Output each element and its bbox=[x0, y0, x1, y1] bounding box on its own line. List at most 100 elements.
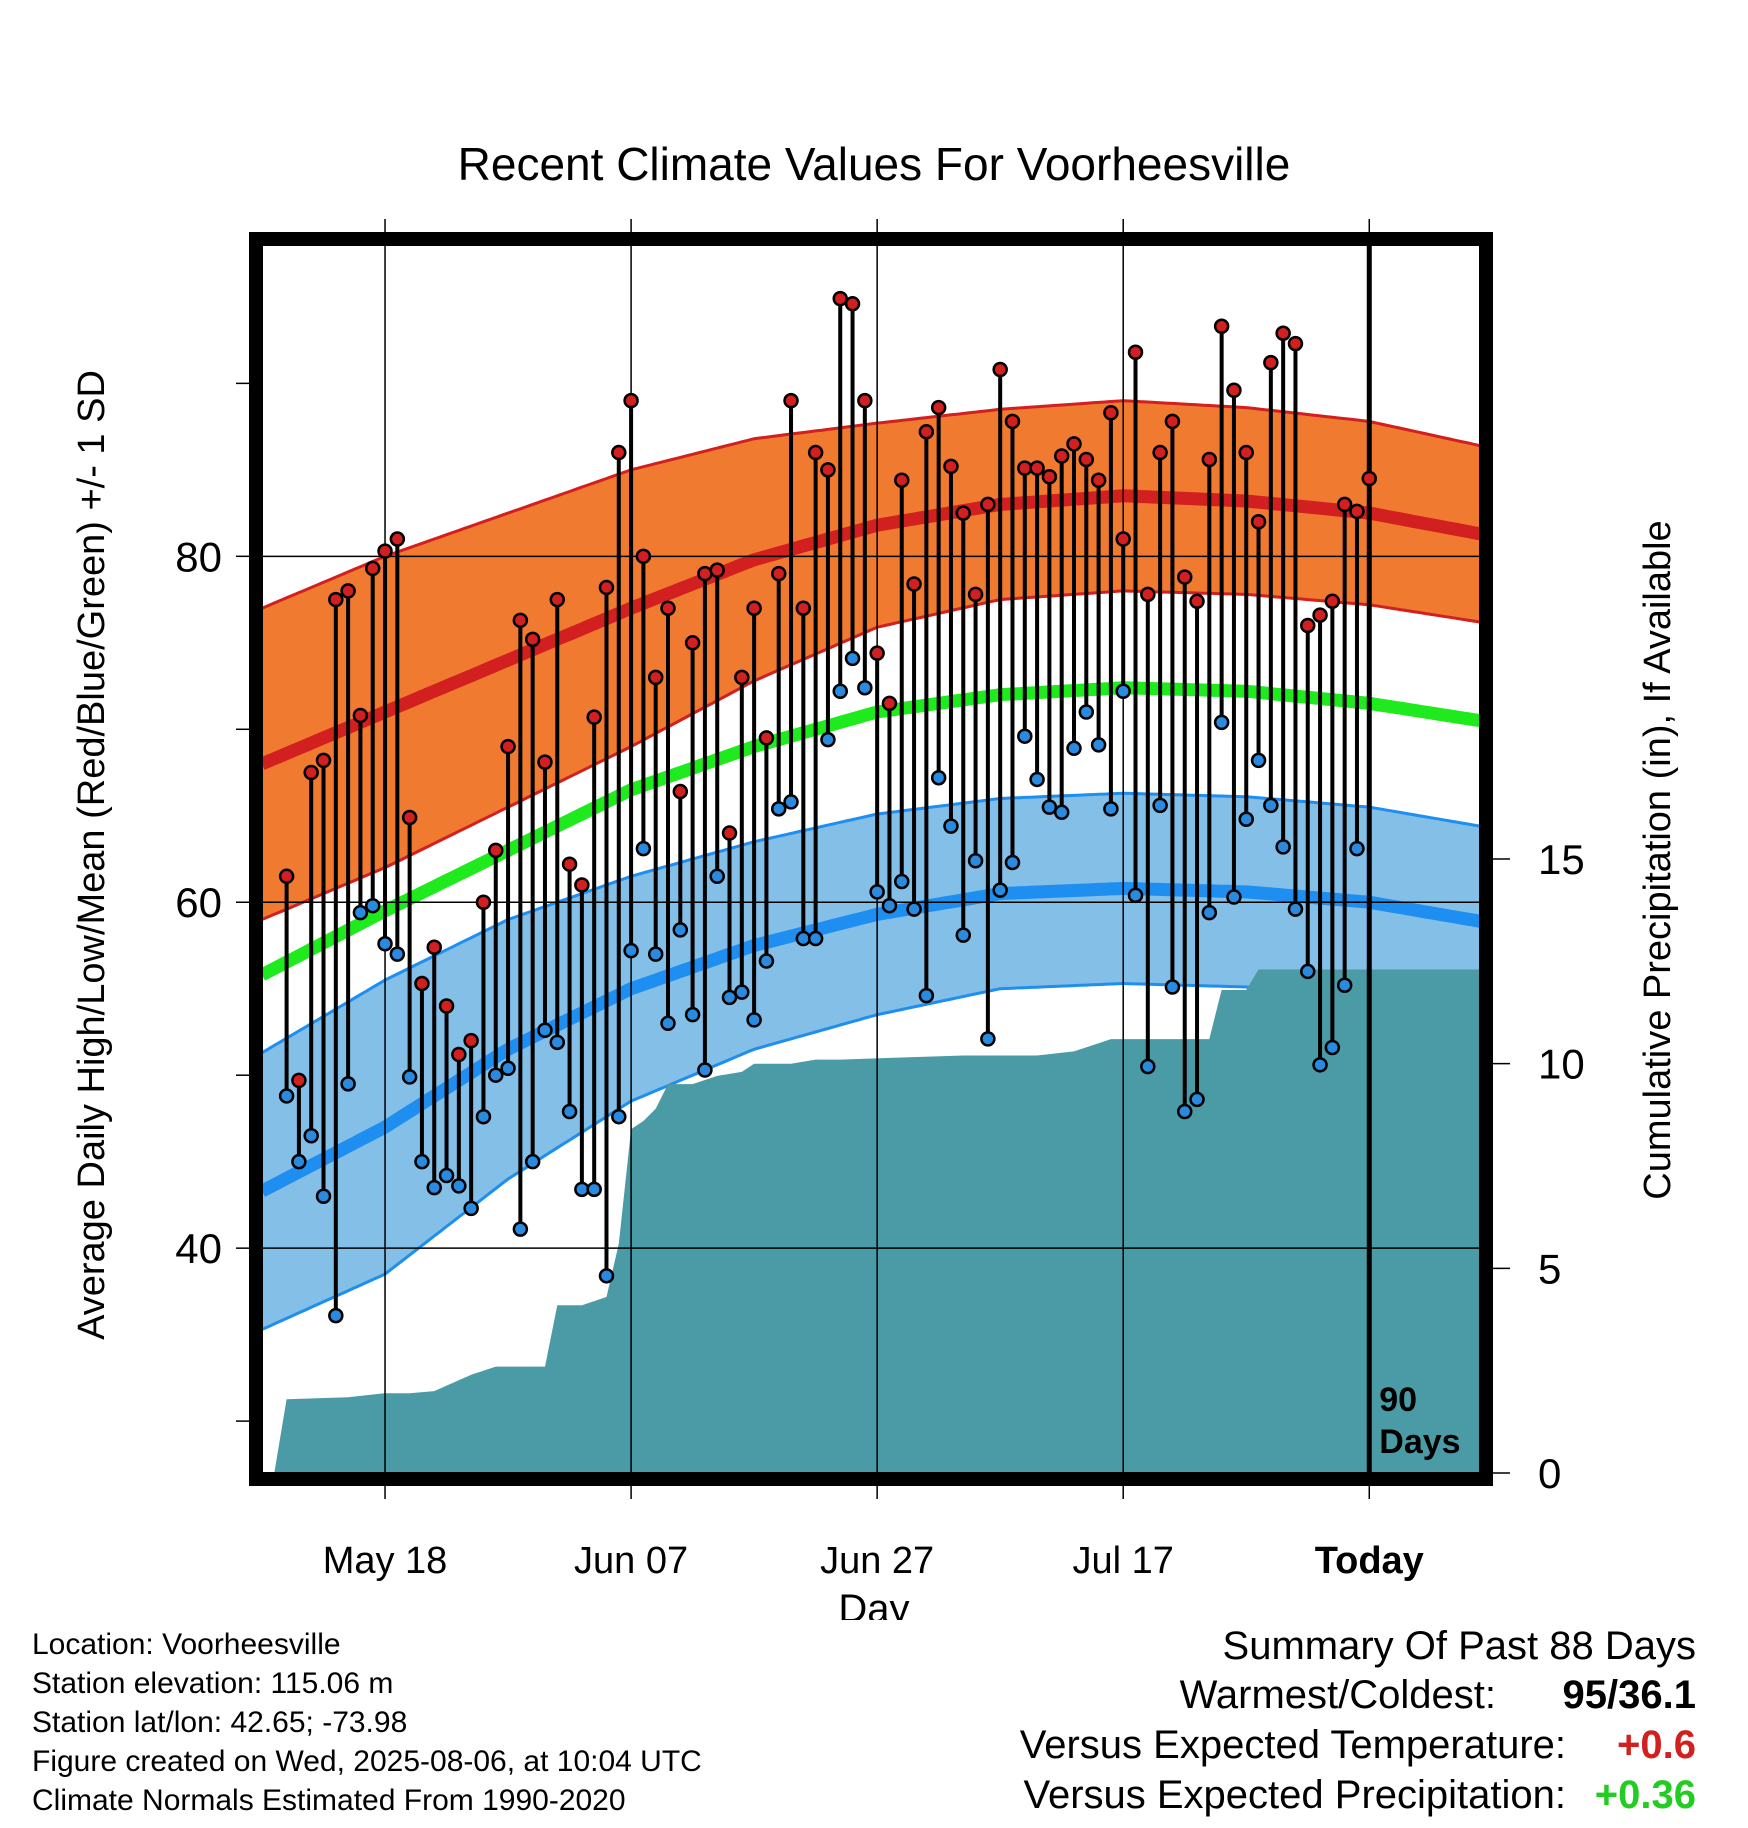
daily-high-point bbox=[1041, 469, 1058, 485]
daily-high-point bbox=[758, 730, 775, 746]
daily-low-point bbox=[881, 897, 898, 914]
daily-low-point bbox=[598, 1268, 615, 1284]
y-tick-label: 40 bbox=[175, 1225, 222, 1272]
daily-high-point bbox=[426, 939, 442, 955]
warmest-coldest-row: Warmest/Coldest: 95/36.1 bbox=[936, 1670, 1696, 1720]
marker-label-days-count: 90 bbox=[1379, 1381, 1417, 1419]
daily-high-point bbox=[1066, 436, 1082, 452]
daily-high-point bbox=[1164, 413, 1181, 430]
daily-low-point bbox=[1300, 963, 1316, 980]
daily-low-point bbox=[1189, 1091, 1205, 1108]
daily-high-point bbox=[807, 444, 824, 461]
daily-low-point bbox=[524, 1153, 541, 1170]
daily-low-point bbox=[746, 1012, 762, 1028]
daily-low-point bbox=[1201, 904, 1218, 921]
daily-high-point bbox=[574, 877, 590, 893]
daily-low-point bbox=[857, 680, 873, 696]
daily-high-point bbox=[795, 600, 812, 616]
daily-low-point bbox=[438, 1167, 455, 1184]
daily-low-point bbox=[328, 1307, 344, 1324]
daily-low-point bbox=[943, 818, 959, 834]
daily-low-point bbox=[672, 922, 689, 938]
daily-low-point bbox=[611, 1108, 627, 1125]
daily-low-point bbox=[364, 897, 381, 914]
daily-low-point bbox=[549, 1034, 566, 1051]
daily-high-point bbox=[340, 583, 356, 599]
daily-low-point bbox=[1349, 840, 1365, 857]
temp-vs-expected-label: Versus Expected Temperature: bbox=[1019, 1723, 1566, 1767]
daily-low-point bbox=[1017, 728, 1033, 744]
daily-low-point bbox=[623, 942, 639, 959]
daily-high-point bbox=[869, 645, 885, 661]
x-tick-label: Jun 07 bbox=[574, 1540, 688, 1582]
daily-high-point bbox=[1103, 405, 1119, 421]
daily-low-point bbox=[1127, 887, 1144, 904]
daily-high-point bbox=[364, 560, 381, 577]
daily-low-point bbox=[537, 1022, 553, 1038]
daily-high-point bbox=[746, 600, 762, 616]
daily-high-point bbox=[820, 462, 836, 478]
precip-vs-expected-label: Versus Expected Precipitation: bbox=[1023, 1773, 1566, 1817]
daily-high-point bbox=[561, 856, 578, 872]
plot-frame bbox=[249, 232, 1493, 1486]
daily-low-point bbox=[967, 852, 984, 869]
y2-tick-label: 5 bbox=[1538, 1245, 1561, 1292]
plot-area: 90 Days May 18 Jun 07 Jun 27 Jul 17 Today 40 60 8… bbox=[175, 219, 1585, 1582]
daily-low-point bbox=[291, 1153, 307, 1170]
daily-high-point bbox=[1287, 335, 1304, 352]
daily-low-point bbox=[586, 1181, 602, 1198]
daily-high-point bbox=[623, 392, 639, 409]
daily-low-point bbox=[1078, 704, 1095, 720]
daily-high-point bbox=[315, 752, 332, 769]
daily-low-point bbox=[918, 987, 935, 1004]
daily-low-point bbox=[647, 946, 664, 962]
daily-high-point bbox=[1201, 451, 1218, 468]
daily-high-point bbox=[1078, 451, 1095, 468]
daily-high-point bbox=[1324, 593, 1341, 610]
daily-high-point bbox=[894, 472, 910, 488]
high-sd-lower-edge bbox=[262, 589, 1480, 921]
daily-high-point bbox=[980, 496, 996, 513]
daily-high-point bbox=[734, 669, 750, 686]
daily-low-point bbox=[820, 731, 836, 748]
daily-low-point bbox=[697, 1062, 713, 1078]
daily-low-point bbox=[894, 873, 910, 890]
daily-high-point bbox=[389, 531, 406, 547]
daily-low-point bbox=[1263, 797, 1279, 814]
daily-low-point bbox=[1115, 683, 1131, 699]
daily-low-point bbox=[1103, 801, 1119, 817]
daily-low-point bbox=[930, 769, 947, 786]
y2-tick-label: 0 bbox=[1538, 1450, 1561, 1497]
mean-normal-line bbox=[262, 681, 1480, 981]
daily-high-point bbox=[1275, 325, 1291, 341]
daily-high-point bbox=[278, 868, 295, 885]
daily-high-point bbox=[857, 392, 873, 409]
daily-low-point bbox=[795, 930, 812, 947]
daily-high-point bbox=[500, 738, 516, 755]
daily-high-point bbox=[770, 565, 787, 582]
daily-high-point bbox=[1361, 470, 1378, 487]
daily-low-point bbox=[770, 801, 787, 817]
daily-high-point bbox=[488, 842, 504, 859]
daily-high-point bbox=[475, 894, 492, 910]
daily-low-point bbox=[807, 930, 824, 947]
daily-high-point bbox=[918, 424, 935, 440]
marker-label-days-word: Days bbox=[1379, 1423, 1460, 1461]
daily-low-point bbox=[684, 1006, 701, 1023]
daily-high-point bbox=[524, 631, 541, 648]
y-tick-label: 60 bbox=[175, 879, 222, 926]
daily-high-point bbox=[401, 809, 418, 826]
low-sd-upper-edge bbox=[262, 791, 1480, 1054]
daily-high-point bbox=[328, 591, 344, 608]
daily-high-point bbox=[598, 579, 615, 596]
chart-title: Recent Climate Values For Voorheesville bbox=[458, 138, 1291, 190]
daily-low-point bbox=[1324, 1039, 1341, 1056]
warmest-coldest-value: 95/36.1 bbox=[1562, 1673, 1696, 1717]
daily-low-point bbox=[955, 927, 972, 943]
daily-low-point bbox=[561, 1103, 578, 1120]
daily-low-point bbox=[783, 794, 799, 810]
daily-low-point bbox=[303, 1127, 319, 1144]
daily-high-point bbox=[537, 754, 553, 770]
high-sd-band bbox=[262, 400, 1480, 920]
temp-vs-expected-value: +0.6 bbox=[1617, 1723, 1696, 1767]
